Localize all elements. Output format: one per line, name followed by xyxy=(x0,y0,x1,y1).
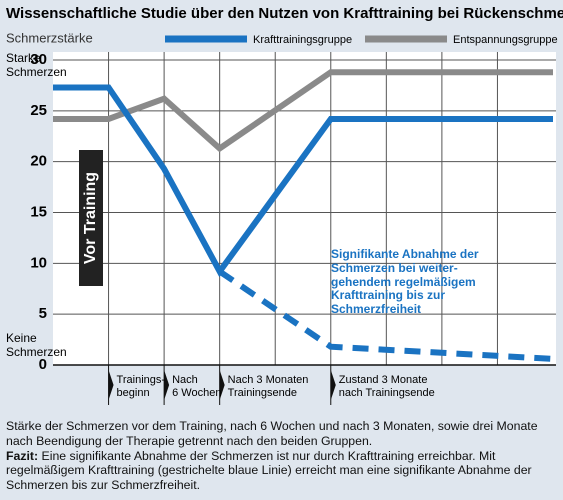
projection-line xyxy=(217,268,554,362)
series-line xyxy=(53,84,553,278)
y-tick-label: 25 xyxy=(30,102,47,119)
x-tick-marker xyxy=(219,370,225,400)
x-tick-label: Nach 6 Wochen xyxy=(172,374,222,399)
y-tick-label: 0 xyxy=(39,356,47,373)
phase-label: Vor Training xyxy=(82,172,99,264)
caption: Stärke der Schmerzen vor dem Training, n… xyxy=(6,419,538,448)
annotation: Signifikante Abnahme der Schmerzen bei w… xyxy=(331,247,479,317)
phase-rect xyxy=(79,150,103,286)
y-tick-label: 10 xyxy=(30,254,47,271)
chart-title: Wissenschaftliche Studie über den Nutzen… xyxy=(6,5,563,22)
legend-label: Krafttrainingsgruppe xyxy=(253,34,352,46)
conclusion-label: Fazit: xyxy=(6,448,39,463)
x-tick-marker xyxy=(108,370,114,400)
y-tick-label: 15 xyxy=(30,203,47,220)
caption-block: Stärke der Schmerzen vor dem Training, n… xyxy=(6,419,556,493)
phase-box: Vor Training xyxy=(79,150,103,286)
x-tick-label: Nach 3 Monaten Trainingsende xyxy=(227,374,309,399)
y-tick-label: 20 xyxy=(30,153,47,170)
x-tick-marker xyxy=(164,370,170,400)
y-high-label: Starke Schmerzen xyxy=(6,51,67,79)
x-tick-label: Zustand 3 Monate nach Trainingsende xyxy=(338,374,435,399)
conclusion-text: Eine signifikante Abnahme der Schmerzen … xyxy=(6,448,532,493)
y-axis-label: Schmerzstärke xyxy=(6,30,93,45)
plot-area xyxy=(53,52,556,365)
y-tick-label: 30 xyxy=(30,51,47,68)
series-line xyxy=(53,69,553,153)
legend-label: Entspannungsgruppe xyxy=(453,34,558,46)
x-tick-label: Trainings- beginn xyxy=(116,374,166,399)
y-tick-label: 5 xyxy=(39,305,47,322)
x-tick-marker xyxy=(330,370,336,400)
y-low-label: Keine Schmerzen xyxy=(6,331,67,359)
